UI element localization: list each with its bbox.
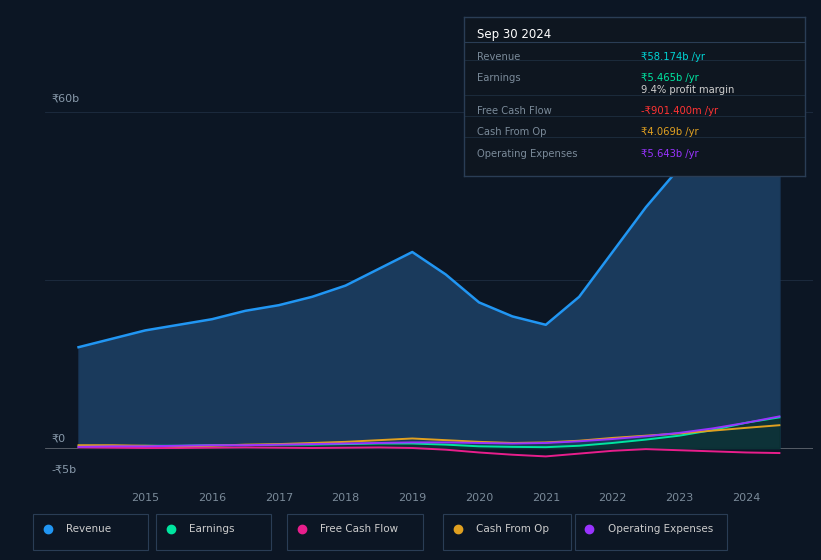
Text: Revenue: Revenue (66, 524, 111, 534)
Text: Earnings: Earnings (478, 73, 521, 83)
Text: -₹901.400m /yr: -₹901.400m /yr (641, 106, 718, 116)
Bar (156, 514, 271, 550)
Text: Cash From Op: Cash From Op (478, 127, 547, 137)
Text: ₹5.465b /yr: ₹5.465b /yr (641, 73, 699, 83)
Text: Free Cash Flow: Free Cash Flow (320, 524, 398, 534)
Text: Operating Expenses: Operating Expenses (478, 150, 578, 159)
Text: ₹0: ₹0 (52, 433, 66, 444)
Text: Free Cash Flow: Free Cash Flow (478, 106, 553, 116)
Bar (33, 514, 148, 550)
Text: ₹5.643b /yr: ₹5.643b /yr (641, 150, 699, 159)
Text: ₹58.174b /yr: ₹58.174b /yr (641, 52, 705, 62)
Text: Earnings: Earnings (189, 524, 234, 534)
Text: ₹4.069b /yr: ₹4.069b /yr (641, 127, 699, 137)
Text: Operating Expenses: Operating Expenses (608, 524, 713, 534)
Bar (443, 514, 571, 550)
Text: 9.4% profit margin: 9.4% profit margin (641, 86, 735, 95)
Text: Revenue: Revenue (478, 52, 521, 62)
Text: Sep 30 2024: Sep 30 2024 (478, 28, 552, 41)
Bar (575, 514, 727, 550)
Text: -₹5b: -₹5b (52, 465, 77, 475)
Text: ₹60b: ₹60b (52, 94, 80, 104)
Bar (287, 514, 423, 550)
Text: Cash From Op: Cash From Op (476, 524, 549, 534)
